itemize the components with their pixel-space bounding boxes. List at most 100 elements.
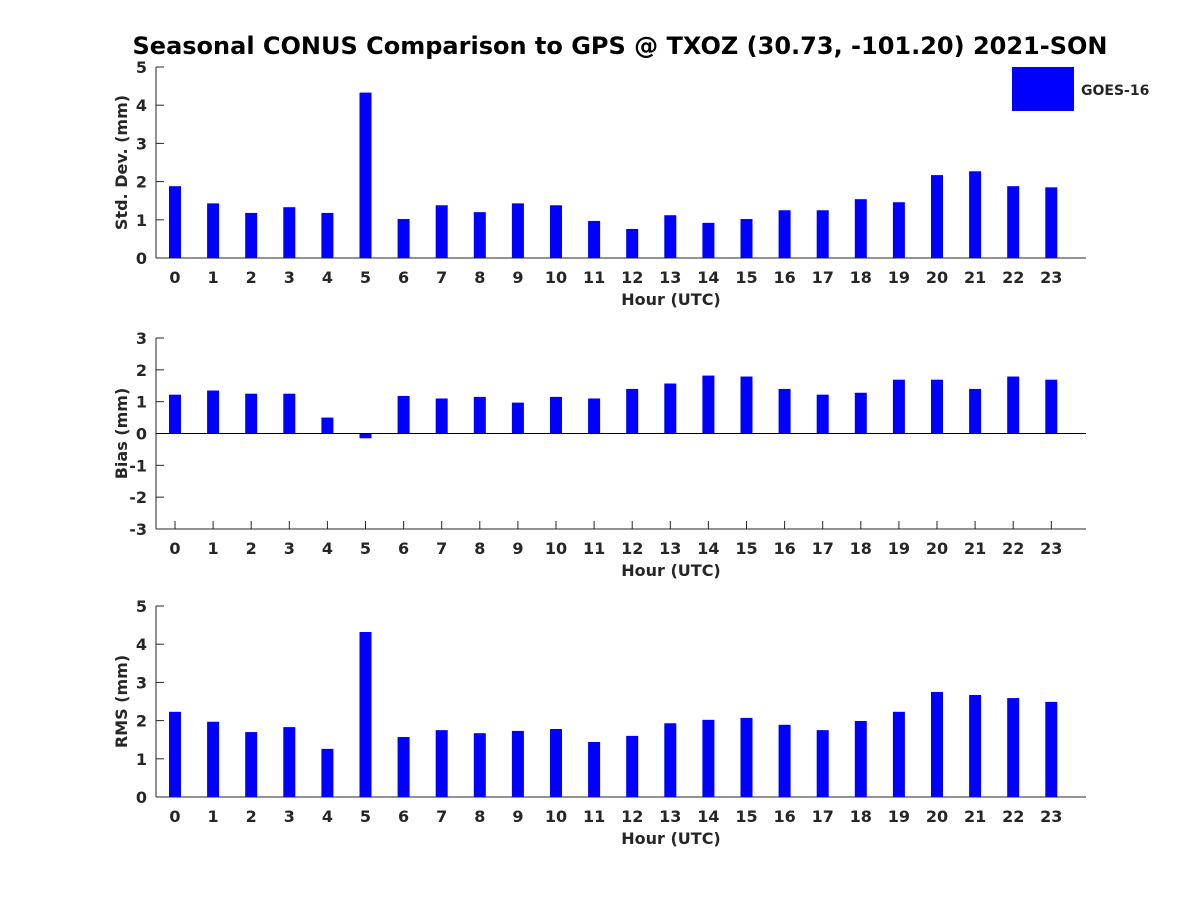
rms-bar [283,727,296,797]
std-dev-bar [550,205,562,258]
bias-x-tick-label: 22 [1002,539,1024,558]
std-dev-x-tick-label: 16 [773,268,795,287]
rms-bar [1045,701,1058,797]
bias-bar [1007,376,1020,434]
bias-x-tick-label: 20 [926,539,948,558]
rms-x-tick-label: 18 [850,807,872,826]
std-dev-x-tick-label: 7 [436,268,447,287]
std-dev-bar [626,228,639,258]
std-dev-bar [664,215,677,258]
legend: GOES-16 [1012,67,1149,111]
bias-bar [1045,379,1058,434]
std-dev-bar [702,222,715,258]
std-dev-x-tick-label: 6 [398,268,409,287]
bias-bar [359,433,372,439]
std-dev-bar [283,207,296,258]
std-dev-bar [245,212,258,258]
rms-x-tick-label: 16 [773,807,795,826]
bias-y-tick-label: 2 [136,361,147,380]
rms-x-tick-label: 12 [621,807,643,826]
bias-x-tick-label: 21 [964,539,986,558]
bias-x-tick-label: 3 [284,539,295,558]
bias-y-axis-label: Bias (mm) [112,388,131,480]
rms-x-tick-label: 13 [659,807,681,826]
bias-bar [969,388,982,434]
rms-x-tick-label: 8 [474,807,485,826]
rms-y-tick-label: 1 [136,750,147,769]
std-dev-bar [169,186,181,258]
rms-bar [435,730,448,797]
bias-x-tick-label: 1 [208,539,219,558]
rms-bar [969,695,982,797]
rms-y-tick-label: 5 [136,597,147,616]
rms-x-tick-label: 11 [583,807,605,826]
bias-x-tick-label: 6 [398,539,409,558]
std-dev-bar [511,203,524,258]
bias-y-tick-label: 1 [136,393,147,412]
std-dev-y-tick-label: 2 [136,173,147,192]
rms-x-tick-label: 7 [436,807,447,826]
std-dev-x-tick-label: 19 [888,268,910,287]
std-dev-x-tick-label: 4 [322,268,333,287]
bias-bar [207,390,220,434]
std-dev-x-tick-label: 10 [545,268,567,287]
rms-bar [550,729,562,797]
rms-x-tick-label: 3 [284,807,295,826]
bias-x-tick-label: 23 [1040,539,1062,558]
bias-x-tick-label: 13 [659,539,681,558]
std-dev-x-tick-label: 1 [208,268,219,287]
std-dev-x-tick-label: 21 [964,268,986,287]
bias-bar [473,396,486,434]
rms-bar [588,741,601,797]
bias-bar [588,398,601,434]
std-dev-x-tick-label: 14 [697,268,719,287]
bias-x-tick-label: 17 [812,539,834,558]
rms-x-tick-label: 22 [1002,807,1024,826]
std-dev-bar [435,205,448,258]
std-dev-y-tick-label: 1 [136,211,147,230]
std-dev-x-tick-label: 22 [1002,268,1024,287]
rms-x-tick-label: 14 [697,807,719,826]
rms-bar [740,717,753,797]
bias-x-tick-label: 9 [512,539,523,558]
rms-bar [931,691,943,797]
rms-bar [1007,698,1020,797]
rms-bar [702,719,715,797]
std-dev-bar [1007,186,1020,258]
std-dev-x-axis-label: Hour (UTC) [621,290,721,309]
std-dev-x-tick-label: 12 [621,268,643,287]
std-dev-y-tick-label: 4 [136,96,147,115]
bias-x-tick-label: 19 [888,539,910,558]
bias-x-tick-label: 5 [360,539,371,558]
std-dev-bar [1045,187,1058,258]
bias-y-tick-label: -2 [129,488,147,507]
bias-x-tick-label: 10 [545,539,567,558]
bias-y-tick-label: 3 [136,329,147,348]
rms-x-tick-label: 0 [169,807,180,826]
rms-y-tick-label: 0 [136,788,147,807]
std-dev-x-tick-label: 20 [926,268,948,287]
rms-x-tick-label: 23 [1040,807,1062,826]
rms-y-tick-label: 4 [136,635,147,654]
bias-bar [664,383,677,434]
rms-x-tick-label: 9 [512,807,523,826]
std-dev-x-tick-label: 17 [812,268,834,287]
rms-x-tick-label: 4 [322,807,333,826]
std-dev-bar [321,212,334,258]
std-dev-x-tick-label: 3 [284,268,295,287]
bias-x-tick-label: 7 [436,539,447,558]
bias-y-tick-label: -3 [129,520,147,539]
std-dev-bar [816,210,829,258]
rms-x-tick-label: 10 [545,807,567,826]
std-dev-bar [397,219,410,258]
bias-bar [931,379,943,434]
bias-bar [511,402,524,434]
bias-x-tick-label: 8 [474,539,485,558]
rms-x-tick-label: 5 [360,807,371,826]
std-dev-bar [931,175,943,258]
rms-x-tick-label: 15 [735,807,757,826]
bias-bar [778,388,791,434]
bias-bar [740,376,753,434]
